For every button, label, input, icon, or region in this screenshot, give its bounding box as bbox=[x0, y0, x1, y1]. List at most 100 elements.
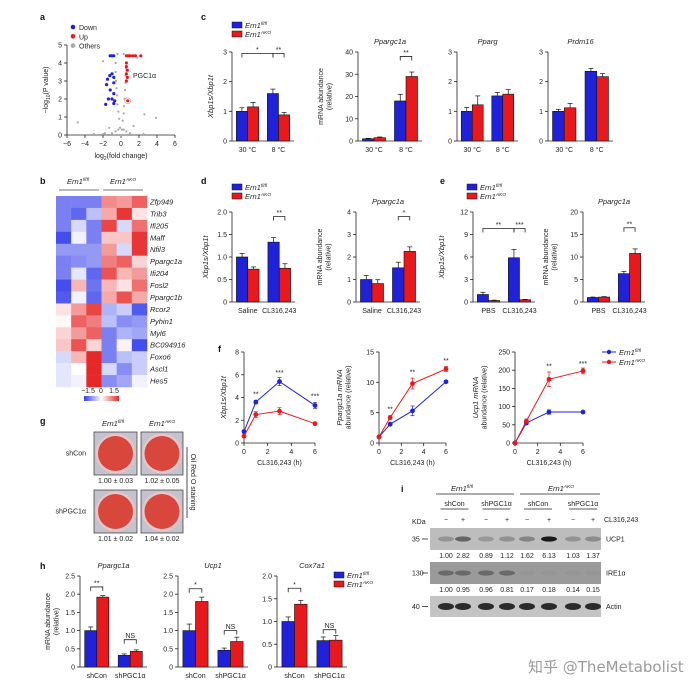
band-quantification: 0.18 bbox=[542, 587, 556, 594]
y-axis-label: abundance (relative) bbox=[346, 366, 353, 430]
color-scale-label: 1.5 bbox=[109, 388, 119, 395]
heatmap-cell bbox=[131, 315, 148, 328]
pgc1a-highlight-ring bbox=[124, 97, 132, 105]
gene-label: Ascl1 bbox=[149, 365, 168, 374]
point-up bbox=[125, 75, 129, 79]
heatmap-cell bbox=[101, 363, 117, 376]
y-tick-label: 2.0 bbox=[163, 592, 173, 599]
x-tick-label: 4 bbox=[558, 449, 562, 456]
band bbox=[478, 603, 494, 610]
series-line-fl bbox=[243, 380, 316, 432]
point-up bbox=[126, 99, 130, 103]
point-down bbox=[104, 102, 108, 106]
x-tick-label: 4 bbox=[155, 141, 159, 148]
data-point-ako bbox=[410, 381, 415, 386]
heatmap-cell bbox=[131, 243, 148, 256]
band bbox=[541, 570, 557, 575]
point-down bbox=[108, 54, 112, 58]
legend-label-fl-base: Ern1 bbox=[480, 183, 496, 192]
significance-bracket bbox=[397, 216, 411, 221]
bar-fl bbox=[267, 93, 279, 142]
x-axis-label-pre: log bbox=[95, 153, 104, 160]
y-axis-label: (relative) bbox=[327, 83, 334, 110]
legend-label-fl-base: Ern1 bbox=[619, 348, 635, 357]
point-down bbox=[112, 81, 116, 85]
y-tick-label: 100 bbox=[498, 404, 510, 411]
heatmap-cell bbox=[56, 267, 72, 280]
heatmap-cell bbox=[116, 243, 133, 256]
legend-label-fl-superscript: fl/fl bbox=[261, 183, 268, 189]
chart-title: Pparg bbox=[477, 37, 498, 46]
column-label-fl: Ern1fl/fl bbox=[102, 419, 125, 428]
y-tick-label: 0.5 bbox=[217, 277, 227, 284]
bar-chart-h: 0 0.5 1.0 1.5 2.0 2.5 shCon shPGC1α Ppargc1a ** NS bbox=[65, 561, 147, 680]
band-quantification: 1.03 bbox=[566, 553, 580, 560]
point-others bbox=[118, 117, 121, 120]
band bbox=[499, 536, 515, 542]
western-blot: shCon shPGC1α shCon shPGC1α KDa − + − + − + − + CL316… bbox=[412, 493, 638, 617]
x-category-label: CL316,243 bbox=[502, 308, 536, 315]
molecular-weight-marker: 40 bbox=[412, 604, 420, 611]
y-tick-label: 1 bbox=[223, 109, 227, 116]
heatmap-cell bbox=[131, 255, 148, 268]
y-tick-label: 1.0 bbox=[262, 619, 272, 626]
gene-label: Hes5 bbox=[150, 377, 168, 386]
y-tick-label: 0 bbox=[223, 300, 227, 307]
point-up bbox=[139, 54, 143, 58]
panel-label-a: a bbox=[40, 12, 46, 22]
gene-label: Fosl2 bbox=[150, 281, 169, 290]
band-quantification: 0.15 bbox=[586, 587, 600, 594]
gene-label: Trib3 bbox=[150, 209, 167, 218]
x-category-label: 8 °C bbox=[590, 146, 604, 154]
x-tick-label: 4 bbox=[289, 449, 293, 456]
heatmap-cell bbox=[116, 315, 133, 328]
significance-label: * bbox=[194, 582, 197, 589]
heatmap-cell bbox=[131, 375, 148, 388]
blot-membrane bbox=[430, 596, 601, 617]
point-down bbox=[112, 54, 116, 58]
heatmap-cell bbox=[116, 351, 133, 364]
significance-bracket bbox=[241, 53, 274, 58]
y-tick-label: 2 bbox=[448, 79, 452, 86]
band bbox=[438, 536, 454, 542]
group-label-fl-superscript: fl/fl bbox=[467, 484, 474, 490]
y-tick-label: 200 bbox=[498, 368, 510, 375]
y-tick-label: 1.0 bbox=[217, 255, 227, 262]
heatmap-cell bbox=[86, 351, 102, 364]
heatmap-cell bbox=[56, 243, 72, 256]
heatmap-cell bbox=[56, 363, 72, 376]
heatmap-cell bbox=[131, 351, 148, 364]
point-others bbox=[128, 132, 132, 135]
y-tick-label: 15 bbox=[366, 350, 374, 357]
bar-chart-c: 0 10 20 30 40 30 °C 8 °C Ppargc1a ** bbox=[345, 37, 422, 154]
column-label-ako-base: Ern1 bbox=[149, 419, 165, 428]
y-tick-label: 6 bbox=[235, 372, 239, 379]
heatmap-cell bbox=[131, 267, 148, 280]
y-tick-label: 2 bbox=[539, 79, 543, 86]
y-tick-label: 1.5 bbox=[65, 610, 75, 617]
x-tick-label: 6 bbox=[444, 449, 448, 456]
band-quantification: 2.82 bbox=[456, 553, 470, 560]
blot-membrane bbox=[430, 562, 601, 584]
band-quantification: 0.89 bbox=[479, 553, 493, 560]
significance-bracket bbox=[482, 228, 515, 233]
band bbox=[519, 570, 535, 575]
data-point-ako bbox=[241, 433, 247, 439]
x-tick-label: 0 bbox=[119, 141, 123, 148]
point-down bbox=[112, 101, 116, 106]
bar-fl bbox=[84, 630, 98, 668]
point-up bbox=[124, 79, 128, 83]
group-label-fl: Ern1fl/fl bbox=[451, 484, 474, 493]
x-category-label: 30 °C bbox=[239, 146, 257, 154]
point-others bbox=[110, 132, 114, 135]
y-tick-label: 1.5 bbox=[262, 596, 272, 603]
data-point-fl bbox=[546, 409, 552, 415]
significance-bracket bbox=[513, 228, 526, 233]
significance-label: *** bbox=[579, 361, 587, 368]
x-tick-label: 0 bbox=[513, 449, 517, 456]
legend-swatch-ako bbox=[231, 192, 243, 200]
x-tick-label: 0 bbox=[377, 449, 381, 456]
heatmap-cell bbox=[71, 196, 87, 209]
chart-title: Ppargc1a bbox=[374, 37, 406, 46]
